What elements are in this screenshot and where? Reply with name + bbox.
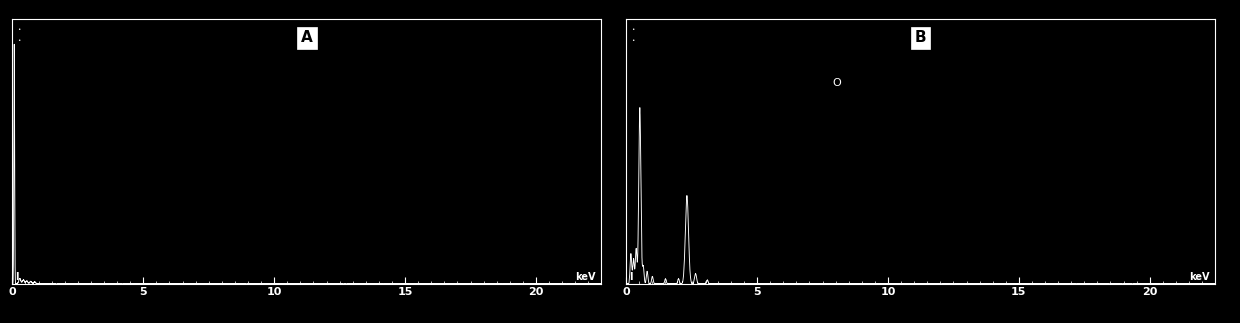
Text: I: I xyxy=(629,272,632,282)
Text: A: A xyxy=(301,30,312,46)
Text: B: B xyxy=(915,30,926,46)
Text: I: I xyxy=(15,272,19,282)
Text: •: • xyxy=(631,27,635,32)
Text: keV: keV xyxy=(1189,272,1209,282)
Text: •: • xyxy=(631,38,635,43)
Text: •: • xyxy=(17,27,21,32)
Text: O: O xyxy=(832,78,841,88)
Text: keV: keV xyxy=(575,272,595,282)
Text: •: • xyxy=(17,38,21,43)
